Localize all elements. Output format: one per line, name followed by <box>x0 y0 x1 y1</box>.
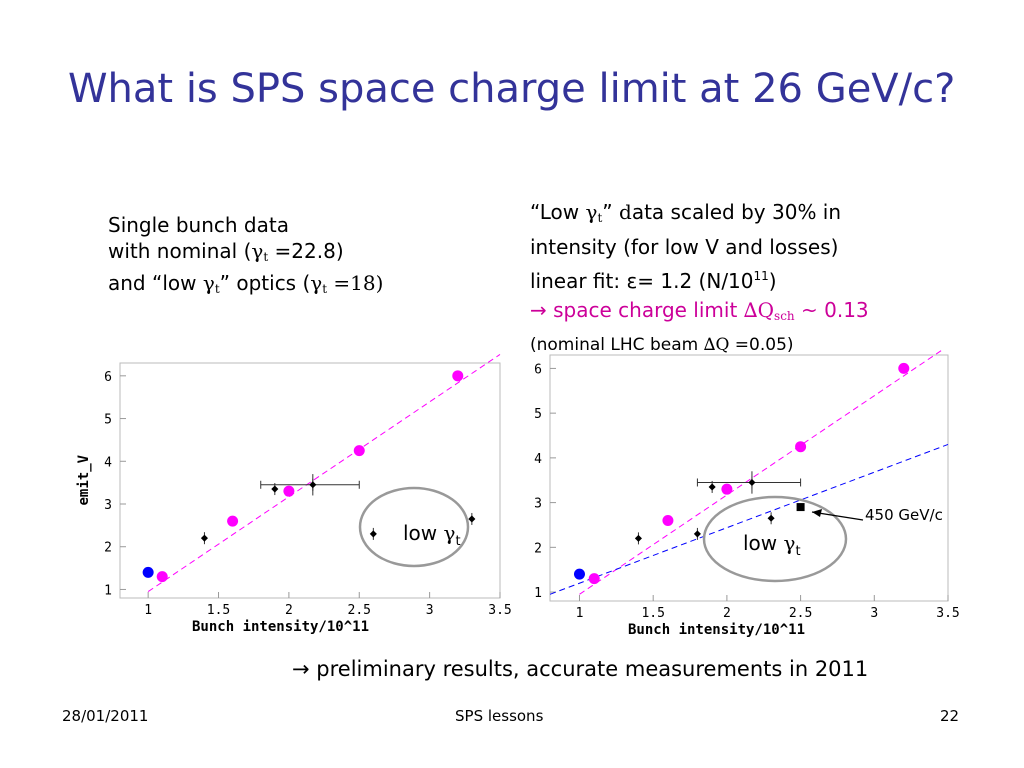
right-note-line5: (nominal LHC beam ∆Q =0.05) <box>530 335 794 355</box>
slide-title: What is SPS space charge limit at 26 GeV… <box>68 66 956 112</box>
x-tick-label: 1 <box>576 606 584 621</box>
annotation-ellipse <box>702 495 848 583</box>
blue-data-point <box>142 566 154 578</box>
magenta-data-point <box>662 514 674 526</box>
black-data-point <box>693 530 701 538</box>
callout-450gev: 450 GeV/c <box>865 506 943 524</box>
magenta-data-point <box>898 362 910 374</box>
square-data-point <box>796 503 805 512</box>
y-tick-label: 3 <box>104 498 112 513</box>
y-tick-label: 3 <box>534 497 542 512</box>
magenta-data-point <box>156 571 168 583</box>
magenta-data-point <box>227 515 239 527</box>
right-notes: “Low γt” data scaled by 30% in intensity… <box>530 198 869 360</box>
left-note-line1: Single bunch data <box>108 213 289 237</box>
magenta-data-point <box>353 445 365 457</box>
y-tick-label: 2 <box>104 541 112 556</box>
y-tick-label: 1 <box>104 583 112 598</box>
right-note-line3: linear fit: ε= 1.2 (N/1011) <box>530 269 777 293</box>
right-note-line1: “Low γt” data scaled by 30% in <box>530 200 842 225</box>
black-data-point <box>369 530 377 538</box>
x-tick-label: 3 <box>426 603 434 618</box>
black-data-point <box>271 485 279 493</box>
y-tick-label: 5 <box>104 413 112 428</box>
left-emittance-chart: 1 1.5 2 2.5 3 3.5 1 2 3 4 5 6 Bunch intensity/10^11 e… <box>76 354 512 635</box>
black-data-point <box>468 515 476 523</box>
footer-page-number: 22 <box>940 707 960 725</box>
x-tick-label: 1.5 <box>207 603 230 618</box>
magenta-data-point <box>452 370 464 382</box>
magenta-data-point <box>588 573 600 585</box>
x-tick-label: 2.5 <box>348 603 371 618</box>
plot-frame <box>119 362 501 599</box>
x-axis-label: Bunch intensity/10^11 <box>192 619 369 635</box>
callout-arrowhead <box>812 509 822 517</box>
fit-line <box>147 354 501 593</box>
footer-title: SPS lessons <box>455 707 544 725</box>
blue-data-point <box>573 568 585 580</box>
fit-line <box>579 350 944 595</box>
black-data-point <box>309 481 317 489</box>
plot-frame <box>549 354 949 602</box>
magenta-data-point <box>721 483 733 495</box>
black-data-point <box>634 534 642 542</box>
x-tick-label: 3 <box>870 606 878 621</box>
fit-line <box>549 443 949 595</box>
right-note-line2: intensity (for low V and losses) <box>530 235 839 259</box>
y-tick-label: 2 <box>534 541 542 556</box>
x-tick-label: 1.5 <box>641 606 664 621</box>
x-axis-label: Bunch intensity/10^11 <box>628 622 805 638</box>
y-tick-label: 4 <box>534 452 542 467</box>
annotation-ellipse <box>358 486 470 568</box>
right-annotation-text: low γt <box>743 531 801 559</box>
x-tick-label: 2.5 <box>789 606 812 621</box>
y-axis-label: emit_V <box>76 454 92 505</box>
y-tick-label: 6 <box>534 362 542 377</box>
left-annotation-text: low γt <box>403 521 461 549</box>
left-notes: Single bunch data with nominal (γt =22.8… <box>108 212 383 302</box>
black-data-point <box>767 514 775 522</box>
x-tick-label: 2 <box>723 606 731 621</box>
y-tick-label: 6 <box>104 370 112 385</box>
magenta-data-point <box>795 441 807 453</box>
right-note-line4: → space charge limit ∆Qsch ~ 0.13 <box>530 298 869 323</box>
black-data-point <box>200 534 208 542</box>
conclusion-text: → preliminary results, accurate measurem… <box>292 657 869 681</box>
x-tick-label: 3.5 <box>936 606 959 621</box>
y-tick-label: 5 <box>534 407 542 422</box>
x-tick-label: 2 <box>285 603 293 618</box>
y-tick-label: 1 <box>534 586 542 601</box>
black-data-point <box>708 483 716 491</box>
x-tick-label: 3.5 <box>488 603 511 618</box>
footer-date: 28/01/2011 <box>62 707 149 725</box>
x-tick-label: 1 <box>144 603 152 618</box>
left-note-line2: with nominal (γt =22.8) <box>108 239 344 264</box>
left-note-line3: and “low γt” optics (γt =18) <box>108 271 384 296</box>
magenta-data-point <box>283 485 295 497</box>
y-tick-label: 4 <box>104 455 112 470</box>
